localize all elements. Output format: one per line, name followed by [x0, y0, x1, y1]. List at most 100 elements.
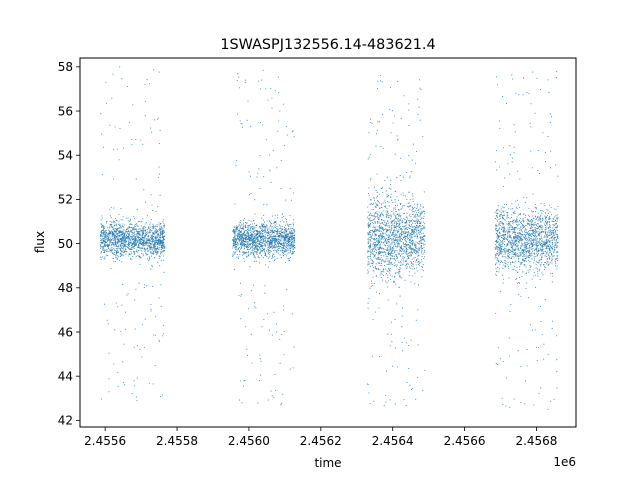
data-point: [384, 180, 386, 182]
data-point: [531, 246, 533, 248]
data-point: [237, 247, 240, 249]
data-point: [109, 231, 111, 233]
data-point: [375, 216, 377, 218]
data-point: [367, 211, 369, 213]
data-point: [242, 222, 244, 224]
data-point: [380, 271, 382, 273]
data-point: [371, 229, 373, 231]
data-point: [241, 223, 243, 225]
data-point: [263, 221, 265, 223]
data-point: [116, 245, 118, 247]
data-point: [271, 244, 273, 246]
data-point: [371, 280, 373, 282]
data-point: [135, 250, 137, 253]
data-point: [277, 229, 279, 231]
data-point: [422, 242, 424, 245]
data-point: [389, 237, 391, 240]
data-point: [293, 224, 295, 226]
data-point: [263, 219, 265, 221]
data-point: [291, 231, 293, 234]
data-point: [556, 229, 558, 231]
data-point: [281, 250, 283, 252]
data-point: [154, 245, 156, 247]
data-point: [123, 255, 125, 257]
data-point: [292, 222, 294, 224]
data-point: [519, 236, 521, 238]
data-point: [148, 227, 150, 229]
data-point: [388, 262, 390, 264]
data-point: [399, 214, 401, 216]
data-point: [274, 226, 276, 228]
data-point: [281, 213, 284, 215]
data-point: [257, 172, 259, 174]
data-point: [100, 251, 103, 253]
data-point: [111, 246, 113, 248]
data-point: [132, 240, 134, 243]
data-point: [156, 239, 158, 242]
data-point: [130, 226, 132, 228]
data-point: [538, 270, 540, 272]
data-point: [266, 239, 268, 241]
data-point: [119, 243, 121, 245]
data-point: [369, 239, 371, 241]
data-point: [283, 245, 285, 247]
data-point: [390, 179, 392, 181]
data-point: [277, 246, 279, 248]
data-point: [258, 231, 261, 233]
data-point: [406, 244, 408, 246]
data-point: [418, 243, 420, 245]
data-point: [393, 280, 395, 282]
data-point: [401, 341, 403, 343]
data-point: [371, 209, 373, 211]
data-point: [133, 380, 135, 382]
data-point: [257, 238, 259, 240]
data-point: [271, 97, 273, 99]
data-point: [236, 250, 238, 252]
data-point: [407, 256, 410, 258]
data-point: [414, 231, 416, 233]
data-point: [385, 260, 387, 262]
data-point: [254, 232, 256, 235]
data-point: [420, 221, 422, 223]
data-point: [132, 245, 134, 247]
data-point: [396, 246, 398, 248]
data-point: [288, 249, 290, 251]
data-point: [420, 205, 422, 207]
data-point: [289, 245, 292, 247]
data-point: [252, 231, 254, 234]
data-point: [403, 95, 405, 97]
data-point: [163, 243, 165, 246]
data-point: [131, 138, 133, 141]
data-point: [389, 226, 391, 228]
data-point: [381, 228, 383, 230]
scatter-points: [99, 66, 559, 410]
data-point: [400, 268, 402, 270]
data-point: [261, 226, 263, 228]
data-point: [232, 255, 234, 258]
data-point: [291, 241, 293, 243]
data-point: [378, 228, 380, 230]
data-point: [148, 258, 150, 260]
data-point: [292, 130, 294, 132]
data-point: [401, 326, 403, 328]
data-point: [236, 246, 238, 248]
data-point: [375, 249, 377, 251]
data-point: [408, 155, 410, 157]
data-point: [498, 218, 500, 220]
data-point: [404, 219, 406, 221]
data-point: [279, 230, 281, 232]
data-point: [106, 248, 108, 250]
data-point: [251, 234, 254, 236]
data-point: [139, 238, 141, 240]
data-point: [395, 190, 397, 192]
data-point: [163, 222, 165, 224]
data-point: [530, 210, 533, 212]
data-point: [273, 259, 276, 262]
data-point: [256, 251, 258, 253]
data-point: [386, 230, 388, 232]
data-point: [289, 251, 291, 253]
data-point: [381, 270, 383, 272]
data-point: [111, 234, 113, 236]
data-point: [113, 233, 115, 235]
data-point: [235, 248, 238, 250]
